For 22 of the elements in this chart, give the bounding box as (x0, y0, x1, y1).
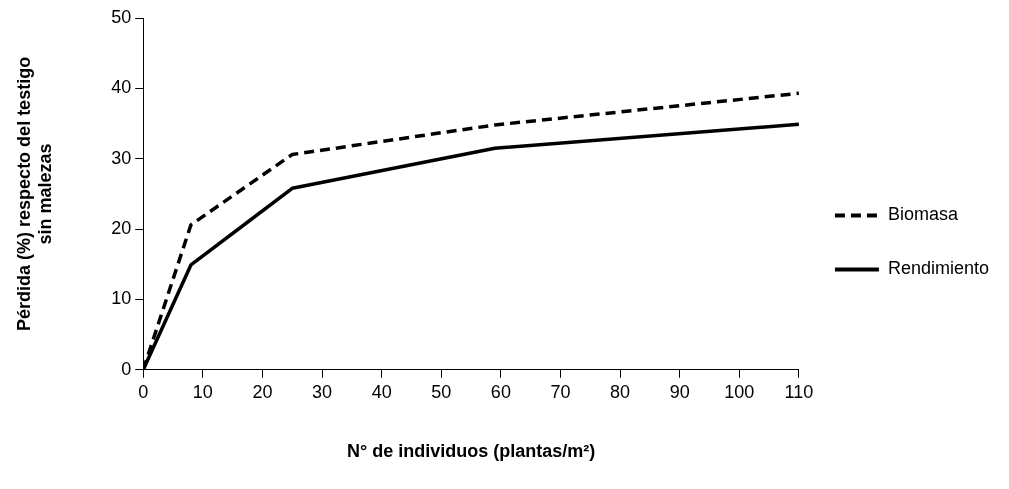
x-tick-label: 100 (724, 381, 755, 402)
y-tick-label: 20 (111, 218, 132, 239)
x-tick-label: 50 (431, 381, 452, 402)
x-tick-label: 70 (550, 381, 571, 402)
y-tick-label: 0 (121, 358, 132, 379)
y-tick-label: 50 (111, 6, 132, 27)
legend-label: Rendimiento (887, 258, 990, 279)
y-tick-label: 10 (111, 288, 132, 309)
x-tick-label: 10 (192, 381, 213, 402)
x-axis-title: N° de individuos (plantas/m²) (346, 441, 596, 462)
legend-label: Biomasa (887, 204, 959, 225)
x-tick-label: 80 (610, 381, 631, 402)
x-tick-label: 110 (784, 381, 814, 402)
x-tick-label: 60 (490, 381, 511, 402)
x-tick-label: 40 (371, 381, 392, 402)
x-tick-label: 90 (669, 381, 690, 402)
y-tick-label: 30 (111, 147, 132, 168)
y-axis-title: Pérdida (%) respecto del testigo sin malezas (13, 56, 56, 331)
y-tick-label: 40 (111, 77, 132, 98)
x-tick-label: 30 (312, 381, 333, 402)
x-tick-label: 0 (138, 381, 149, 402)
x-tick-label: 20 (252, 381, 273, 402)
